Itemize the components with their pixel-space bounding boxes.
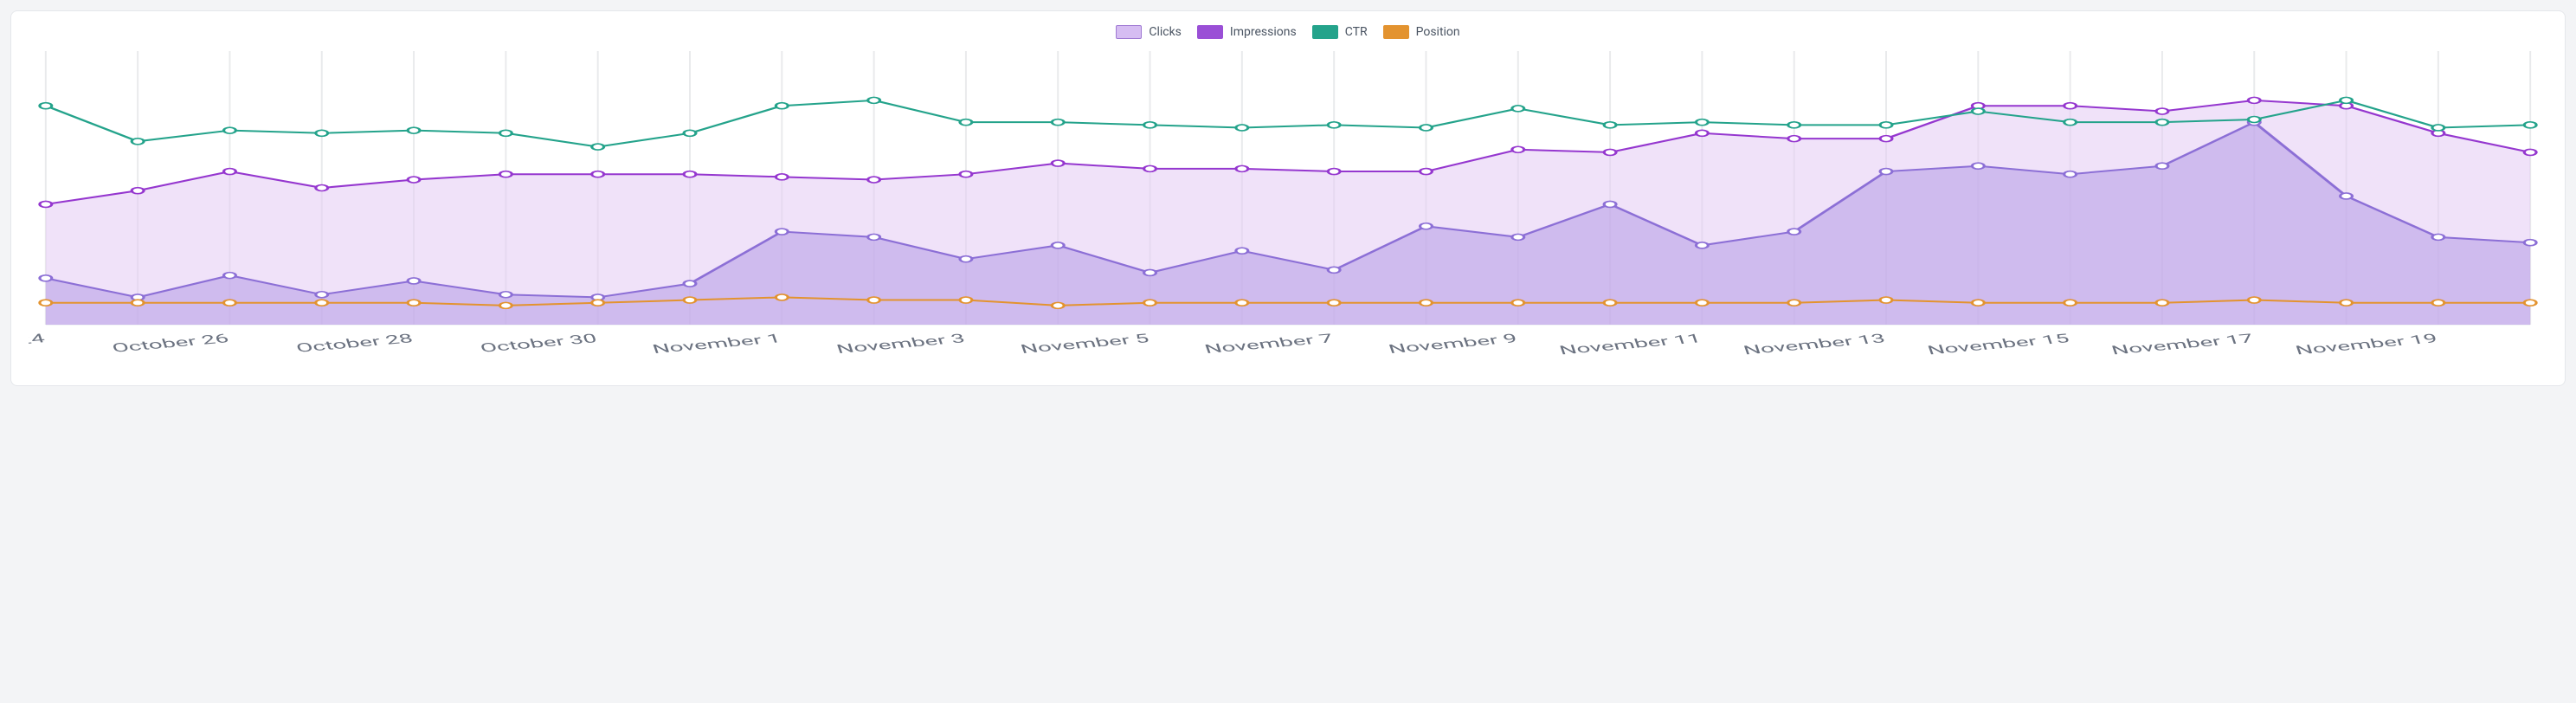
x-axis-label: October 24: [29, 332, 47, 356]
legend-item-impressions[interactable]: Impressions: [1197, 25, 1297, 39]
x-axis-label: November 11: [1557, 332, 1703, 358]
legend-item-position[interactable]: Position: [1383, 25, 1460, 39]
chart-svg: October 24 October 26 October 28 October 30…: [29, 46, 2547, 368]
legend-item-clicks[interactable]: Clicks: [1116, 25, 1182, 39]
legend-label: CTR: [1345, 25, 1368, 39]
chart-plot: October 24 October 26 October 28 October 30…: [29, 46, 2547, 368]
chart-legend: Clicks Impressions CTR Position: [29, 25, 2547, 39]
x-axis-label: October 26: [110, 332, 230, 356]
x-axis-label: October 30: [479, 332, 599, 356]
x-axis-label: November 13: [1742, 332, 1887, 358]
x-axis-label: November 7: [1202, 332, 1335, 357]
x-axis-label: November 5: [1019, 332, 1151, 357]
x-axis-label: November 3: [834, 332, 967, 357]
legend-label: Position: [1416, 25, 1460, 39]
legend-swatch-clicks: [1116, 25, 1142, 39]
legend-label: Clicks: [1149, 25, 1182, 39]
metrics-chart-card: Clicks Impressions CTR Position October …: [10, 10, 2566, 386]
x-axis-label: November 15: [1926, 332, 2071, 358]
legend-item-ctr[interactable]: CTR: [1312, 25, 1368, 39]
legend-swatch-impressions: [1197, 25, 1223, 39]
legend-swatch-ctr: [1312, 25, 1338, 39]
x-axis-label: November 19: [2294, 332, 2439, 358]
x-axis-label: November 17: [2109, 332, 2255, 358]
x-axis-label: November 9: [1387, 332, 1519, 357]
legend-swatch-position: [1383, 25, 1409, 39]
legend-label: Impressions: [1230, 25, 1297, 39]
x-axis-label: October 28: [294, 332, 415, 356]
x-axis-label: November 1: [651, 332, 783, 357]
